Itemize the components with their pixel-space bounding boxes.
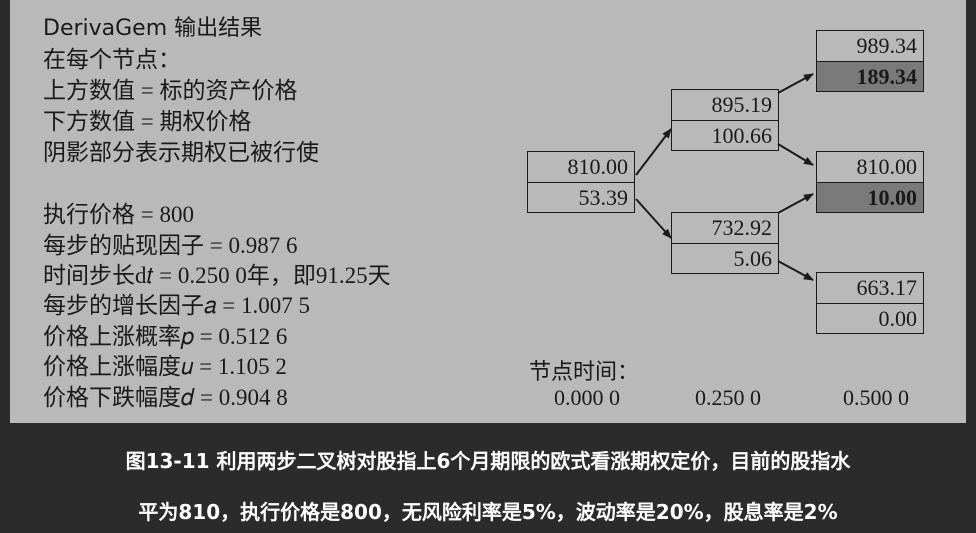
output-title: DerivaGem 输出结果 [43,16,263,41]
tree-node-root: 810.00 53.39 [527,151,635,213]
node-option-value-exercised: 10.00 [816,182,924,213]
node-asset-price: 810.00 [527,151,635,182]
node-asset-price: 989.34 [816,30,924,61]
node-time-1: 0.250 0 [695,385,761,410]
tree-node-up-down: 810.00 10.00 [816,151,924,213]
node-asset-price: 663.17 [816,272,924,303]
caption-line-2: 平为810，执行价格是800，无风险利率是5%，波动率是20%，股息率是2% [138,500,838,524]
legend-line-3: 下方数值 = 期权价格 [43,109,252,134]
legend-line-4: 阴影部分表示期权已被行使 [43,140,319,165]
caption-line-1: 图13-11 利用两步二叉树对股指上6个月期限的欧式看涨期权定价，目前的股指水 [125,449,851,473]
param-up: 价格上涨幅度𝑢 = 1.105 2 [43,354,287,379]
legend-line-1: 在每个节点： [43,47,181,72]
arrow-n0-n1u [635,128,672,176]
node-option-value: 53.39 [527,182,635,213]
param-discount: 每步的贴现因子 = 0.987 6 [43,233,298,258]
node-time-2: 0.500 0 [843,385,909,410]
legend-line-2: 上方数值 = 标的资产价格 [43,78,298,103]
node-asset-price: 732.92 [671,212,779,243]
node-asset-price: 810.00 [816,151,924,182]
arrow-n1u-n2uu [777,73,814,94]
tree-node-up: 895.19 100.66 [671,89,779,151]
node-time-label: 节点时间： [529,359,640,384]
param-timestep: 时间步长d𝑡 = 0.250 0年，即91.25天 [43,263,391,288]
figure-panel: DerivaGem 输出结果 在每个节点： 上方数值 = 标的资产价格 下方数值… [10,0,966,423]
node-option-value: 5.06 [671,243,779,274]
tree-node-up-up: 989.34 189.34 [816,30,924,92]
node-asset-price: 895.19 [671,89,779,120]
node-option-value: 100.66 [671,120,779,151]
param-prob-up: 价格上涨概率𝑝 = 0.512 6 [43,324,288,349]
arrow-n1d-n2ud [777,193,814,214]
node-option-value-exercised: 189.34 [816,61,924,92]
param-growth: 每步的增长因子𝑎 = 1.007 5 [43,293,310,318]
node-option-value: 0.00 [816,303,924,334]
arrow-n0-n1d [635,198,672,239]
tree-node-down: 732.92 5.06 [671,212,779,274]
param-strike: 执行价格 = 800 [43,202,194,227]
param-down: 价格下跌幅度𝑑 = 0.904 8 [43,385,288,410]
arrow-n1u-n2ud [777,143,814,166]
figure-caption: 图13-11 利用两步二叉树对股指上6个月期限的欧式看涨期权定价，目前的股指水 … [0,423,976,533]
tree-arrows [635,73,814,281]
node-time-0: 0.000 0 [554,385,620,410]
arrow-n1d-n2dd [777,260,814,281]
tree-node-down-down: 663.17 0.00 [816,272,924,334]
